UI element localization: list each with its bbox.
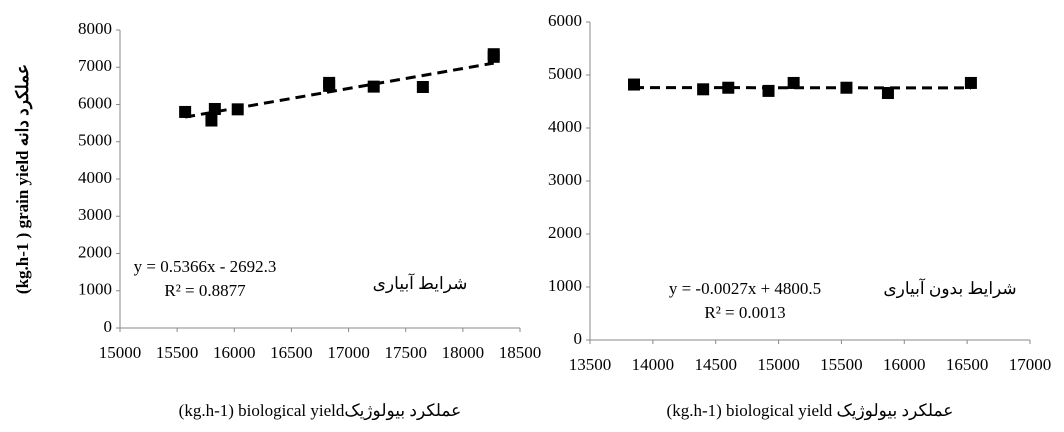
y-tick-label: 5000 — [548, 64, 582, 83]
y-tick-label: 2000 — [78, 242, 112, 261]
point — [179, 105, 192, 118]
point — [762, 84, 775, 97]
point — [231, 103, 244, 116]
x-tick-label: 17500 — [384, 343, 427, 362]
x-tick-label: 16500 — [946, 355, 989, 374]
annotation: شرایط بدون آبیاری — [883, 277, 1016, 299]
y-tick-label: 4000 — [78, 168, 112, 187]
point — [208, 102, 221, 115]
y-tick-label: 6000 — [78, 93, 112, 112]
x-tick-label: 17000 — [327, 343, 370, 362]
point — [367, 80, 380, 93]
y-tick-label: 3000 — [548, 170, 582, 189]
y-axis-title: (kg.h-1 ) grain yield عملکرد دانه — [13, 64, 33, 294]
point — [787, 76, 800, 89]
y-tick-label: 0 — [574, 329, 583, 348]
y-tick-label: 7000 — [78, 56, 112, 75]
y-tick-label: 4000 — [548, 117, 582, 136]
point — [722, 81, 735, 94]
y-tick-label: 2000 — [548, 223, 582, 242]
x-tick-label: 17000 — [1009, 355, 1052, 374]
r-squared: R² = 0.8877 — [164, 281, 246, 300]
x-tick-label: 14000 — [632, 355, 675, 374]
annotation: شرایط آبیاری — [373, 272, 468, 294]
y-tick-label: 0 — [104, 317, 113, 336]
x-axis-title: (kg.h-1) biological yieldعملکرد بیولوژیک — [179, 401, 462, 421]
x-tick-label: 15000 — [99, 343, 142, 362]
y-tick-label: 1000 — [78, 280, 112, 299]
point — [323, 79, 336, 92]
x-tick-label: 18500 — [499, 343, 542, 362]
x-tick-label: 15000 — [757, 355, 800, 374]
point — [697, 83, 710, 96]
point — [628, 78, 640, 91]
point — [840, 81, 853, 94]
x-tick-label: 18000 — [442, 343, 485, 362]
x-axis-title: (kg.h-1) biological yield عملکرد بیولوژی… — [667, 401, 954, 421]
point — [881, 87, 894, 100]
x-tick-label: 14500 — [694, 355, 737, 374]
point — [416, 80, 429, 93]
x-tick-label: 15500 — [156, 343, 199, 362]
y-tick-label: 6000 — [548, 11, 582, 30]
x-tick-label: 16000 — [883, 355, 926, 374]
point — [964, 76, 977, 89]
point — [205, 114, 218, 127]
r-squared: R² = 0.0013 — [704, 303, 785, 322]
point — [487, 50, 500, 63]
y-tick-label: 1000 — [548, 276, 582, 295]
x-tick-label: 13500 — [569, 355, 612, 374]
equation: y = 0.5366x - 2692.3 — [134, 257, 277, 276]
y-tick-label: 3000 — [78, 205, 112, 224]
equation: y = -0.0027x + 4800.5 — [669, 279, 821, 298]
y-tick-label: 8000 — [78, 19, 112, 38]
x-tick-label: 16500 — [270, 343, 313, 362]
trendline — [184, 61, 494, 119]
x-tick-label: 16000 — [213, 343, 256, 362]
x-tick-label: 15500 — [820, 355, 863, 374]
y-tick-label: 5000 — [78, 131, 112, 150]
